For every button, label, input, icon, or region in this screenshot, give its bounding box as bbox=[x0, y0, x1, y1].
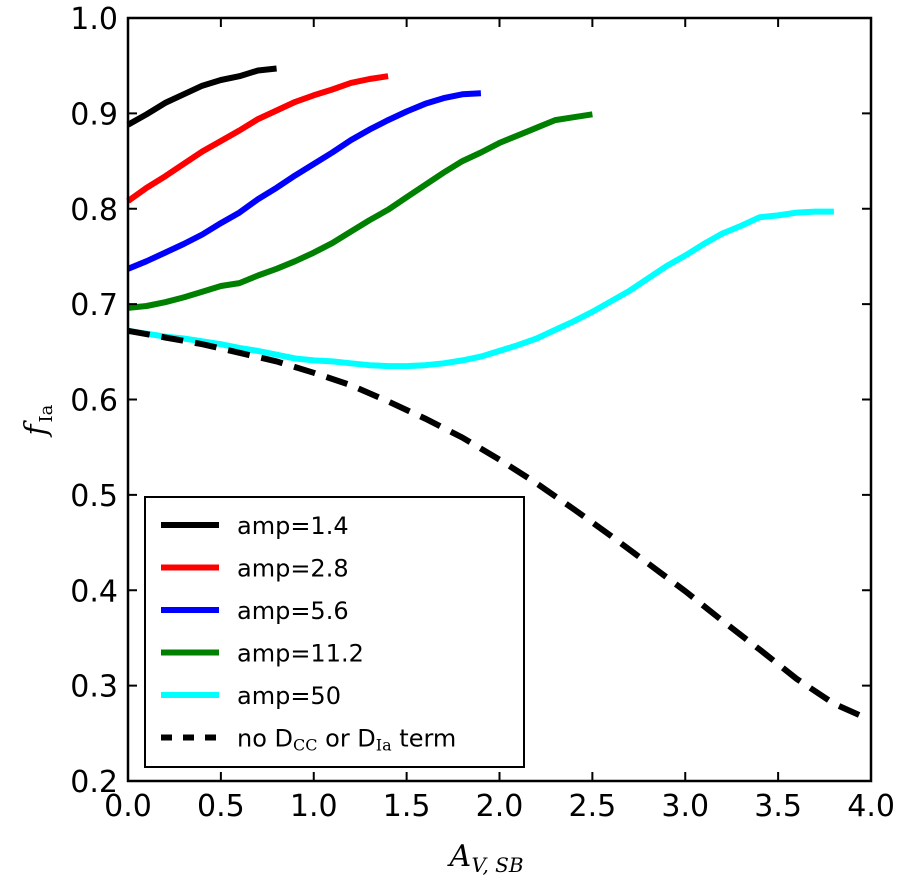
series-line-1 bbox=[126, 73, 389, 204]
y-tick-label: 0.8 bbox=[70, 193, 118, 228]
x-axis-label-sub: V, SB bbox=[472, 853, 524, 877]
y-axis-label: f Ia bbox=[19, 404, 57, 437]
x-tick-label: 1.5 bbox=[383, 789, 431, 824]
series-layer bbox=[126, 65, 863, 719]
legend-label-1: amp=2.8 bbox=[237, 555, 349, 583]
x-axis-label: A V, SB bbox=[447, 839, 524, 877]
series-line-3 bbox=[127, 111, 593, 311]
series-line-4 bbox=[127, 208, 834, 370]
y-tick-label: 0.5 bbox=[70, 479, 118, 514]
y-tick-label: 0.6 bbox=[70, 384, 118, 419]
y-tick-label: 0.9 bbox=[70, 97, 118, 132]
series-line-2 bbox=[126, 90, 482, 272]
legend-label-3: amp=11.2 bbox=[237, 640, 364, 668]
y-tick-label: 1.0 bbox=[70, 2, 118, 37]
legend-box bbox=[144, 496, 525, 768]
y-tick-label: 0.7 bbox=[70, 288, 118, 323]
series-line-0 bbox=[126, 65, 277, 128]
x-tick-label: 2.5 bbox=[569, 789, 617, 824]
x-tick-label: 1.0 bbox=[290, 789, 338, 824]
legend-label-2: amp=5.6 bbox=[237, 597, 349, 625]
y-tick-label: 0.4 bbox=[70, 574, 118, 609]
x-tick-label: 4.0 bbox=[847, 789, 895, 824]
y-tick-label: 0.3 bbox=[70, 670, 118, 705]
y-tick-label: 0.2 bbox=[70, 765, 118, 800]
x-tick-label: 0.5 bbox=[197, 789, 245, 824]
x-tick-label: 3.5 bbox=[754, 789, 802, 824]
legend-label-0: amp=1.4 bbox=[237, 512, 349, 540]
x-tick-label: 0.0 bbox=[104, 789, 152, 824]
legend-label-4: amp=50 bbox=[237, 682, 341, 710]
legend-label-5: no DCC or DIa term bbox=[237, 725, 456, 755]
legend: amp=1.4 amp=2.8 amp=5.6 amp=11.2 amp=50 no DC… bbox=[144, 496, 525, 768]
x-axis-label-main: A bbox=[447, 839, 472, 874]
x-tick-label: 3.0 bbox=[661, 789, 709, 824]
x-tick-label: 2.0 bbox=[476, 789, 524, 824]
ticks-layer: 0.0 0.5 1.0 1.5 2.0 2.5 3.0 3.5 4.0 0.2 0.3 0.4 0.5 0… bbox=[70, 2, 895, 824]
y-axis-label-sub: Ia bbox=[36, 404, 57, 422]
